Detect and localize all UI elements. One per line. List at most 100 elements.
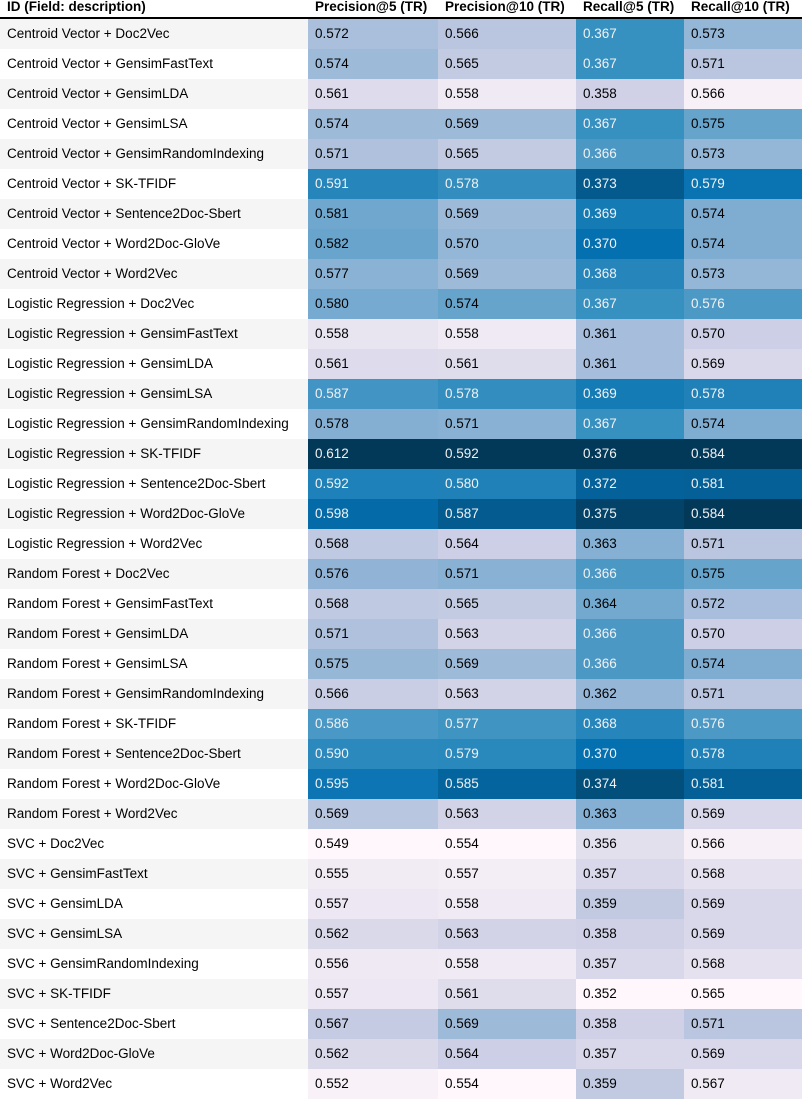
cell-precision-at-5: 0.555 — [308, 859, 438, 889]
row-id-cell: Centroid Vector + GensimLSA — [0, 109, 308, 139]
cell-precision-at-10: 0.565 — [438, 139, 576, 169]
cell-precision-at-5: 0.568 — [308, 529, 438, 559]
cell-recall-at-10: 0.576 — [684, 709, 802, 739]
cell-recall-at-10: 0.569 — [684, 1039, 802, 1069]
cell-precision-at-10: 0.561 — [438, 979, 576, 1009]
column-header-precision-at-10[interactable]: Precision@10 (TR) — [438, 0, 576, 19]
column-header-precision-at-5[interactable]: Precision@5 (TR) — [308, 0, 438, 19]
cell-recall-at-10: 0.570 — [684, 319, 802, 349]
cell-precision-at-5: 0.592 — [308, 469, 438, 499]
column-header-id[interactable]: ID (Field: description) — [0, 0, 308, 19]
table-row: SVC + GensimRandomIndexing 0.556 0.558 0.35… — [0, 949, 802, 979]
cell-recall-at-5: 0.367 — [576, 49, 684, 79]
cell-recall-at-5: 0.370 — [576, 229, 684, 259]
cell-recall-at-10: 0.571 — [684, 529, 802, 559]
cell-recall-at-10: 0.567 — [684, 1069, 802, 1099]
table-body: Centroid Vector + Doc2Vec 0.572 0.566 0.367… — [0, 18, 802, 1099]
cell-recall-at-5: 0.358 — [576, 919, 684, 949]
cell-precision-at-5: 0.571 — [308, 619, 438, 649]
cell-precision-at-10: 0.585 — [438, 769, 576, 799]
table-row: Random Forest + GensimLDA 0.571 0.563 0.366… — [0, 619, 802, 649]
table-row: Random Forest + SK-TFIDF 0.586 0.577 0.368 0… — [0, 709, 802, 739]
cell-recall-at-5: 0.358 — [576, 79, 684, 109]
cell-recall-at-10: 0.573 — [684, 18, 802, 49]
cell-precision-at-5: 0.598 — [308, 499, 438, 529]
table-row: Logistic Regression + GensimLDA 0.561 0.56… — [0, 349, 802, 379]
table-row: Logistic Regression + GensimFastText 0.55… — [0, 319, 802, 349]
cell-recall-at-10: 0.565 — [684, 979, 802, 1009]
table-row: Random Forest + Sentence2Doc-Sbert 0.590 0… — [0, 739, 802, 769]
cell-precision-at-5: 0.562 — [308, 1039, 438, 1069]
cell-recall-at-5: 0.357 — [576, 1039, 684, 1069]
cell-recall-at-10: 0.569 — [684, 349, 802, 379]
column-header-recall-at-5[interactable]: Recall@5 (TR) — [576, 0, 684, 19]
row-id-cell: SVC + GensimRandomIndexing — [0, 949, 308, 979]
column-header-recall-at-10[interactable]: Recall@10 (TR) — [684, 0, 802, 19]
table-row: SVC + SK-TFIDF 0.557 0.561 0.352 0.565 — [0, 979, 802, 1009]
cell-precision-at-5: 0.582 — [308, 229, 438, 259]
row-id-cell: Centroid Vector + SK-TFIDF — [0, 169, 308, 199]
table-row: Logistic Regression + Word2Doc-GloVe 0.59… — [0, 499, 802, 529]
cell-precision-at-5: 0.561 — [308, 349, 438, 379]
cell-recall-at-10: 0.584 — [684, 439, 802, 469]
cell-recall-at-5: 0.367 — [576, 18, 684, 49]
cell-recall-at-10: 0.579 — [684, 169, 802, 199]
row-id-cell: Logistic Regression + SK-TFIDF — [0, 439, 308, 469]
table-row: SVC + Word2Vec 0.552 0.554 0.359 0.567 — [0, 1069, 802, 1099]
cell-precision-at-10: 0.574 — [438, 289, 576, 319]
cell-recall-at-10: 0.566 — [684, 829, 802, 859]
cell-precision-at-10: 0.558 — [438, 889, 576, 919]
cell-recall-at-5: 0.363 — [576, 529, 684, 559]
table-row: Logistic Regression + SK-TFIDF 0.612 0.592… — [0, 439, 802, 469]
table-row: Centroid Vector + GensimRandomIndexing 0.… — [0, 139, 802, 169]
cell-precision-at-5: 0.549 — [308, 829, 438, 859]
cell-recall-at-10: 0.584 — [684, 499, 802, 529]
cell-recall-at-5: 0.352 — [576, 979, 684, 1009]
table-row: SVC + GensimLDA 0.557 0.558 0.359 0.569 — [0, 889, 802, 919]
row-id-cell: SVC + Sentence2Doc-Sbert — [0, 1009, 308, 1039]
cell-precision-at-10: 0.558 — [438, 79, 576, 109]
cell-recall-at-10: 0.571 — [684, 679, 802, 709]
cell-recall-at-10: 0.568 — [684, 949, 802, 979]
table-row: Centroid Vector + Word2Doc-GloVe 0.582 0.5… — [0, 229, 802, 259]
cell-recall-at-10: 0.572 — [684, 589, 802, 619]
cell-precision-at-5: 0.556 — [308, 949, 438, 979]
cell-precision-at-10: 0.571 — [438, 409, 576, 439]
cell-recall-at-5: 0.374 — [576, 769, 684, 799]
cell-recall-at-5: 0.369 — [576, 379, 684, 409]
cell-precision-at-10: 0.578 — [438, 379, 576, 409]
row-id-cell: SVC + GensimLDA — [0, 889, 308, 919]
cell-precision-at-5: 0.612 — [308, 439, 438, 469]
cell-recall-at-5: 0.364 — [576, 589, 684, 619]
cell-precision-at-5: 0.552 — [308, 1069, 438, 1099]
table-row: Random Forest + Word2Vec 0.569 0.563 0.363 0… — [0, 799, 802, 829]
row-id-cell: Random Forest + GensimLDA — [0, 619, 308, 649]
cell-recall-at-10: 0.574 — [684, 409, 802, 439]
table-row: Logistic Regression + GensimLSA 0.587 0.57… — [0, 379, 802, 409]
cell-precision-at-5: 0.591 — [308, 169, 438, 199]
cell-recall-at-5: 0.372 — [576, 469, 684, 499]
table-row: Centroid Vector + GensimFastText 0.574 0.5… — [0, 49, 802, 79]
cell-precision-at-10: 0.554 — [438, 829, 576, 859]
table-row: Centroid Vector + SK-TFIDF 0.591 0.578 0.37… — [0, 169, 802, 199]
table-row: Centroid Vector + GensimLDA 0.561 0.558 0.3… — [0, 79, 802, 109]
cell-recall-at-5: 0.368 — [576, 259, 684, 289]
row-id-cell: Random Forest + GensimLSA — [0, 649, 308, 679]
cell-recall-at-10: 0.568 — [684, 859, 802, 889]
cell-precision-at-10: 0.561 — [438, 349, 576, 379]
row-id-cell: Random Forest + SK-TFIDF — [0, 709, 308, 739]
cell-precision-at-5: 0.568 — [308, 589, 438, 619]
table-row: Logistic Regression + Sentence2Doc-Sbert… — [0, 469, 802, 499]
cell-precision-at-5: 0.577 — [308, 259, 438, 289]
table-row: Logistic Regression + Doc2Vec 0.580 0.574 0… — [0, 289, 802, 319]
row-id-cell: Centroid Vector + Sentence2Doc-Sbert — [0, 199, 308, 229]
cell-precision-at-5: 0.558 — [308, 319, 438, 349]
table-row: Random Forest + GensimLSA 0.575 0.569 0.366… — [0, 649, 802, 679]
cell-precision-at-5: 0.557 — [308, 889, 438, 919]
cell-recall-at-5: 0.375 — [576, 499, 684, 529]
row-id-cell: SVC + Doc2Vec — [0, 829, 308, 859]
cell-recall-at-10: 0.569 — [684, 919, 802, 949]
cell-precision-at-10: 0.578 — [438, 169, 576, 199]
cell-precision-at-5: 0.578 — [308, 409, 438, 439]
cell-recall-at-5: 0.359 — [576, 1069, 684, 1099]
